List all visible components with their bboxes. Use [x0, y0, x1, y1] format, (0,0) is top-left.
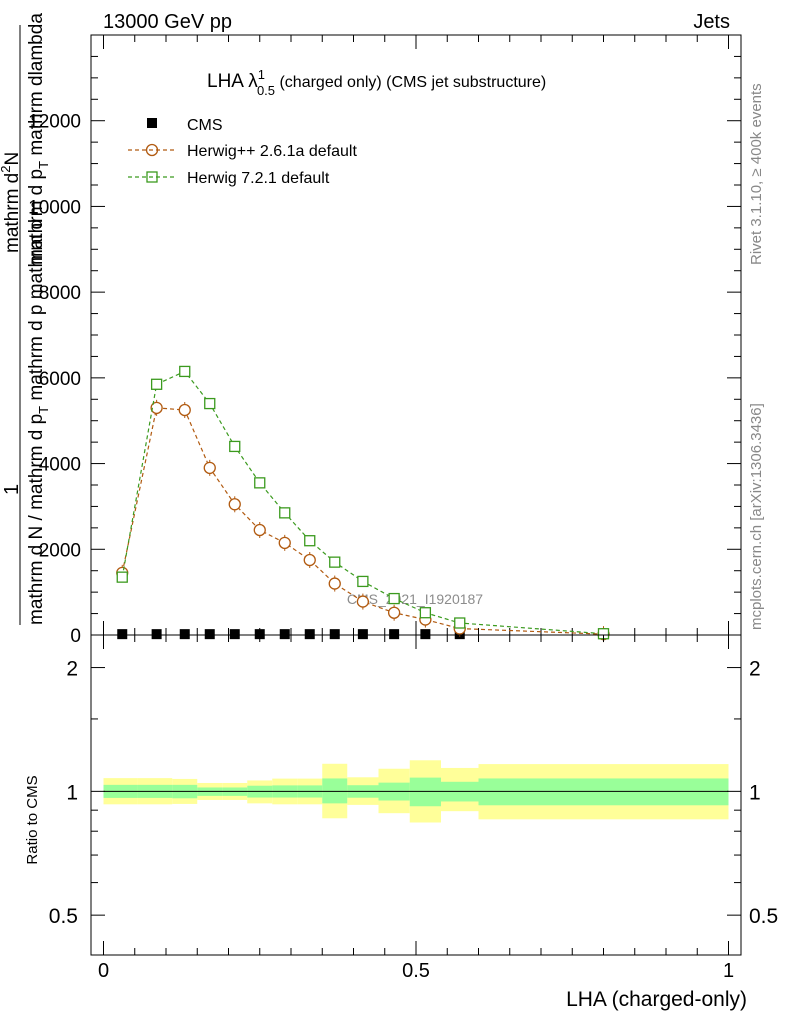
herwig-pp-point	[228, 498, 241, 511]
legend-label-cms: CMS	[187, 117, 223, 134]
y-label-bottom-line: mathrm d N / mathrm d pT mathrm d p math…	[26, 219, 51, 625]
main-panel: 0 2000 4000 6000 8000 10000 12000 CMS_2021_I19…	[0, 13, 742, 647]
ratio-y-tick-label: 1	[66, 781, 78, 804]
y-tick-label: 6000	[39, 369, 81, 390]
y-label-denominator-sub: T	[36, 161, 51, 169]
herwig-pp-point	[150, 401, 163, 415]
herwig-7-point	[279, 507, 291, 519]
herwig-pp-point	[303, 553, 316, 567]
herwig-7-point	[150, 378, 163, 390]
y-tick-label: 12000	[28, 112, 81, 133]
energy-label: 13000 GeV pp	[103, 11, 232, 33]
ratio-y-tick-label: 0.5	[49, 905, 78, 928]
ratio-axis-ticks	[91, 635, 741, 955]
ratio-panel: 0.5 0.51 12 2 0 0.5 1 Ratio to CMS LHA (charg…	[24, 634, 778, 1011]
herwig-7-point	[179, 365, 191, 378]
x-axis-label: LHA (charged-only)	[566, 988, 747, 1011]
herwig-7-point	[454, 617, 466, 629]
y-label-bottom-rest: mathrm d p mathrm d	[26, 219, 47, 406]
cms-data-point	[117, 629, 128, 640]
legend-marker-herwig-7	[146, 171, 158, 183]
herwig-pp-point	[178, 403, 191, 417]
y-label-denominator: mathrm d pT mathrm dlambda	[26, 13, 51, 265]
ratio-y-tick-label-right: 2	[749, 658, 761, 681]
cms-data-point	[254, 629, 265, 640]
cms-data-point	[357, 629, 368, 640]
main-y-tick-labels: 0 2000 4000 6000 8000 10000 12000	[28, 112, 81, 647]
ratio-y-tick-label-right: 0.5	[749, 905, 778, 928]
y-label-denominator-rest: mathrm dlambda	[26, 13, 47, 161]
process-label: Jets	[693, 11, 730, 33]
x-tick-label: 0.5	[402, 960, 430, 982]
y-label-bottom-sub: T	[36, 406, 51, 414]
herwig-pp-point	[253, 523, 266, 537]
x-tick-label: 0	[98, 960, 109, 982]
ratio-inner-band	[409, 777, 441, 807]
cms-data-point	[151, 629, 162, 640]
x-tick-label: 1	[723, 960, 734, 982]
main-axis-ticks	[91, 35, 741, 636]
herwig-pp-point	[356, 595, 370, 608]
cms-data-point	[389, 629, 400, 640]
ratio-y-tick-label-right: 1	[749, 781, 761, 804]
y-axis-label-top: mathrm d N / mathrm d pT mathrm d p math…	[0, 13, 51, 625]
y-label-numerator-sup: 2	[0, 166, 13, 173]
ratio-inner-band	[478, 778, 729, 806]
mcplots-label: mcplots.cern.ch [arXiv:1306.3436]	[748, 403, 765, 630]
y-label-one: 1	[1, 484, 23, 495]
analysis-watermark: CMS_2021_I1920187	[347, 591, 483, 607]
plot-title-main: LHA λ	[207, 71, 258, 92]
x-tick-labels: 0 0.5 1	[98, 960, 734, 982]
main-series	[116, 365, 610, 643]
cms-data-point	[179, 629, 190, 640]
legend-label-herwig-7: Herwig 7.2.1 default	[187, 170, 330, 187]
herwig-7-point	[419, 607, 432, 619]
cms-data-point	[279, 629, 290, 640]
y-tick-label: 8000	[39, 283, 81, 304]
herwig-7-point	[254, 477, 266, 489]
legend-marker-cms	[147, 118, 157, 128]
herwig-7-point	[304, 535, 316, 547]
ratio-y-axis-label: Ratio to CMS	[24, 775, 41, 864]
plot-title-subscript: 0.5	[257, 83, 275, 98]
plot-title-rest: (charged only) (CMS jet substructure)	[275, 74, 546, 91]
cms-data-point	[304, 629, 315, 640]
herwig-pp-point	[328, 577, 341, 590]
cms-data-point	[204, 629, 215, 640]
herwig-7-point	[357, 575, 369, 588]
y-label-numerator: mathrm d2N	[0, 152, 23, 253]
herwig-7-point	[204, 397, 216, 410]
ratio-y-tick-labels: 0.5 0.5 1 1 2 2	[49, 658, 778, 929]
cms-data-point	[329, 629, 340, 640]
plot-title-superscript: 1	[258, 67, 265, 82]
plot-title: LHA λ1 0.5 (charged only) (CMS jet substr…	[207, 67, 546, 98]
y-tick-label: 4000	[39, 455, 81, 476]
legend: CMS Herwig++ 2.6.1a default Herwig 7.2.1…	[128, 117, 357, 187]
ratio-y-tick-label: 2	[66, 658, 78, 681]
y-label-numerator-n: N	[2, 152, 23, 166]
ratio-bands	[103, 760, 729, 823]
herwig-7-point	[388, 592, 400, 605]
herwig-pp-point	[278, 536, 291, 550]
y-label-bottom-part: mathrm d N / mathrm d p	[26, 414, 47, 625]
y-tick-label: 10000	[28, 197, 81, 218]
legend-marker-herwig-pp	[145, 143, 159, 157]
herwig-7-point	[116, 571, 128, 583]
herwig-pp-point	[203, 461, 216, 475]
herwig-7-point	[329, 556, 341, 568]
y-label-numerator-part: mathrm d	[2, 173, 23, 253]
y-tick-label: 2000	[39, 540, 81, 561]
cms-data-point	[420, 629, 431, 640]
herwig-pp-point	[387, 606, 401, 619]
cms-data-point	[229, 629, 240, 640]
y-tick-label: 0	[70, 626, 81, 647]
herwig-7-point	[229, 440, 241, 453]
legend-label-herwig-pp: Herwig++ 2.6.1a default	[187, 143, 357, 160]
y-label-denominator-part: mathrm d p	[26, 169, 47, 265]
rivet-version-label: Rivet 3.1.10, ≥ 400k events	[748, 83, 765, 265]
